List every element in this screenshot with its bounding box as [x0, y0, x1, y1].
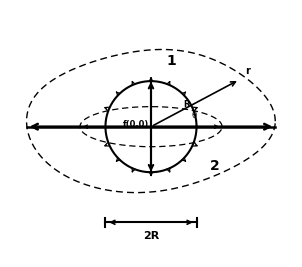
Text: f(0,0): f(0,0) [123, 120, 149, 129]
Text: r: r [245, 66, 250, 76]
Text: θ: θ [192, 111, 197, 120]
Text: R: R [183, 100, 190, 109]
Text: 2: 2 [210, 159, 220, 173]
Text: 1: 1 [166, 54, 176, 68]
Text: 2R: 2R [143, 231, 159, 241]
